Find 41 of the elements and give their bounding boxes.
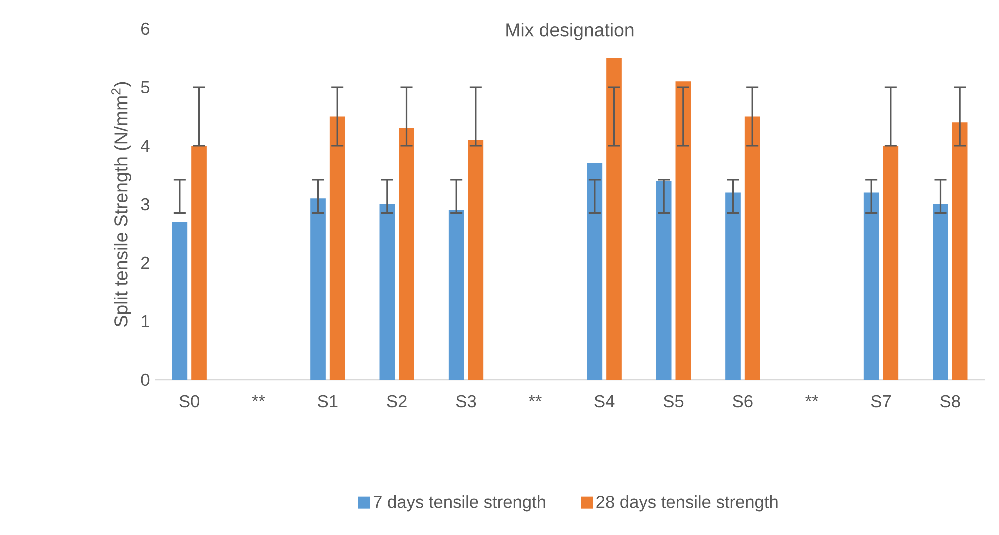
x-tick-label: ** xyxy=(806,395,819,402)
x-tick-label: ** xyxy=(252,395,266,402)
x-tick-label: S4 xyxy=(594,395,615,408)
x-tick-label: S3 xyxy=(456,395,476,408)
y-tick-label: 0 xyxy=(141,374,150,386)
bar xyxy=(587,164,603,380)
bar xyxy=(656,181,672,380)
bar xyxy=(192,146,207,380)
y-tick-label: 5 xyxy=(141,81,150,94)
x-tick-label: S0 xyxy=(180,395,200,408)
x-tick-label: S8 xyxy=(940,395,960,408)
y-tick-label: 3 xyxy=(141,198,150,211)
bar xyxy=(676,82,692,380)
bar xyxy=(864,192,880,380)
bar xyxy=(448,210,464,380)
bar xyxy=(380,204,396,380)
legend-label: 28 days tensile strength xyxy=(596,496,778,512)
y-tick-label: 2 xyxy=(142,256,150,270)
chart-title: Mix designation xyxy=(506,23,634,40)
x-tick-label: S2 xyxy=(387,395,407,408)
x-tick-label: S5 xyxy=(664,395,684,408)
bar xyxy=(744,116,760,380)
x-tick-label: S7 xyxy=(871,395,891,408)
y-axis-title: Split tensile Strength (N/mm$^{2}$) xyxy=(112,82,132,327)
bar xyxy=(172,222,188,380)
bar xyxy=(726,192,741,380)
x-tick-label: ** xyxy=(528,395,542,402)
y-tick-label: 4 xyxy=(141,140,150,152)
y-tick-label: 6 xyxy=(142,22,150,36)
x-tick-label: S6 xyxy=(733,395,753,408)
bar xyxy=(330,116,346,380)
bar xyxy=(883,146,899,380)
legend-label: 7 days tensile strength xyxy=(374,496,546,512)
bar xyxy=(952,122,968,380)
bar xyxy=(468,140,484,380)
bar xyxy=(933,204,948,380)
y-tick-label: 1 xyxy=(142,316,150,328)
bar xyxy=(606,58,622,380)
bar xyxy=(399,128,414,380)
x-tick-label: S1 xyxy=(318,395,338,408)
bar xyxy=(310,198,326,380)
